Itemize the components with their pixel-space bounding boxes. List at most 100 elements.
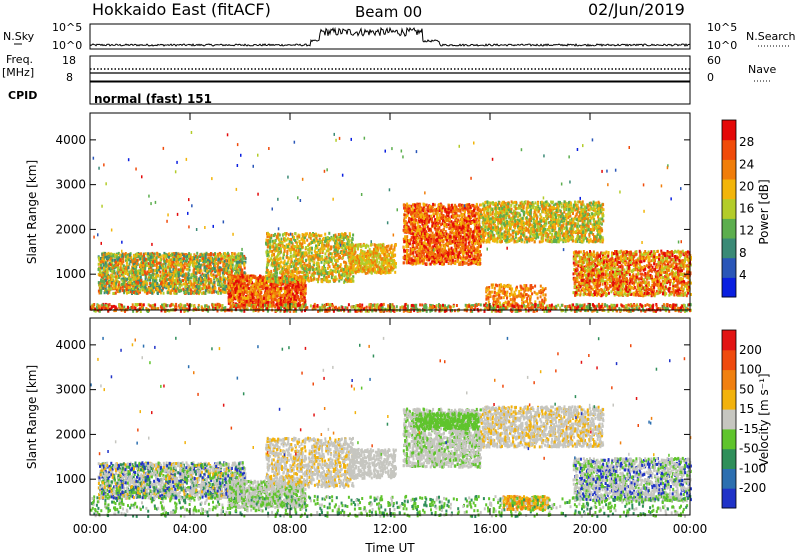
rti-cell [198, 285, 200, 288]
rti-cell [108, 252, 110, 255]
rti-cell [139, 289, 141, 292]
rti-cell [146, 289, 148, 292]
rti-cell [104, 285, 106, 288]
rti-cell [221, 278, 223, 281]
rti-cell [148, 273, 150, 276]
rti-cell [216, 279, 218, 282]
rti-cell [121, 261, 123, 264]
rti-cell [117, 266, 119, 269]
rti-cell [194, 279, 196, 282]
rti-cell [115, 276, 117, 279]
rti-cell [113, 286, 115, 289]
rti-cell [171, 258, 173, 261]
rti-cell [183, 291, 185, 294]
rti-cell [102, 273, 104, 276]
rti-cell [134, 276, 136, 279]
rti-cell [216, 274, 218, 277]
rti-cell [179, 285, 181, 288]
rti-cell [152, 284, 154, 287]
rti-cell [145, 272, 147, 275]
rti-cell [198, 265, 200, 268]
rti-cell [163, 292, 165, 295]
rti-cell [242, 255, 244, 258]
rti-cell [240, 271, 242, 274]
rti-cell [156, 287, 158, 290]
rti-cell [225, 285, 227, 288]
rti-cell [126, 288, 128, 291]
rti-cell [196, 281, 198, 284]
rti-cell [106, 271, 108, 274]
superdarn-rti-plot: Hokkaido East (fitACF) Beam 00 02/Jun/20… [0, 0, 800, 554]
rti-cell [177, 255, 179, 258]
rti-cell [150, 284, 152, 287]
rti-cell [189, 258, 191, 261]
rti-cell [195, 265, 197, 268]
rti-cell [122, 258, 124, 261]
rti-cell [123, 281, 125, 284]
rti-cell [201, 292, 203, 295]
freq-tick-top: 18 [62, 54, 76, 67]
rti-cell [106, 291, 108, 294]
rti-cell [213, 281, 215, 284]
noise-left-tick-top: 10^5 [52, 21, 82, 34]
rti-cell [184, 262, 186, 265]
rti-cell [172, 278, 174, 281]
rti-cell [217, 282, 219, 285]
rti-cell [112, 267, 114, 270]
rti-cell [192, 264, 194, 267]
rti-cell [199, 253, 201, 256]
rti-cell [114, 255, 116, 258]
rti-cell [190, 261, 192, 264]
rti-cell [217, 258, 219, 261]
rti-cell [216, 266, 218, 269]
rti-cell [185, 274, 187, 277]
rti-cell [208, 286, 210, 289]
rti-cell [114, 279, 116, 282]
rti-cell [143, 281, 145, 284]
rti-cell [151, 270, 153, 273]
rti-cell [184, 276, 186, 279]
rti-cell [179, 255, 181, 258]
rti-cell [103, 267, 105, 270]
rti-cell [175, 285, 177, 288]
nave-label: Nave [748, 63, 776, 76]
rti-cell [210, 253, 212, 256]
rti-cell [198, 277, 200, 280]
rti-cell [208, 282, 210, 285]
rti-cell [169, 267, 171, 270]
rti-cell [106, 282, 108, 285]
rti-cell [100, 264, 102, 267]
rti-cell [172, 253, 174, 256]
rti-cell [125, 266, 127, 269]
rti-cell [223, 268, 225, 271]
rti-cell [140, 279, 142, 282]
rti-cell [190, 276, 192, 279]
rti-cell [173, 273, 175, 276]
rti-cell [194, 275, 196, 278]
rti-cell [196, 252, 198, 255]
rti-cell [126, 270, 128, 273]
rti-cell [108, 276, 110, 279]
beam-title: Beam 00 [355, 3, 422, 21]
rti-cell [143, 288, 145, 291]
rti-cell [158, 262, 160, 265]
rti-cell [122, 289, 124, 292]
rti-cell [165, 284, 167, 287]
rti-cell [122, 280, 124, 283]
rti-cell [127, 256, 129, 259]
rti-cell [203, 263, 205, 266]
rti-cell [221, 260, 223, 263]
rti-cell [224, 256, 226, 259]
rti-cell [191, 273, 193, 276]
rti-cell [124, 278, 126, 281]
rti-cell [120, 271, 122, 274]
rti-cell [184, 266, 186, 269]
rti-cell [169, 262, 171, 265]
rti-cell [105, 264, 107, 267]
rti-cell [235, 256, 237, 259]
rti-cell [109, 281, 111, 284]
rti-cell [157, 274, 159, 277]
rti-cell [150, 256, 152, 259]
rti-cell [213, 290, 215, 293]
rti-cell [143, 259, 145, 262]
